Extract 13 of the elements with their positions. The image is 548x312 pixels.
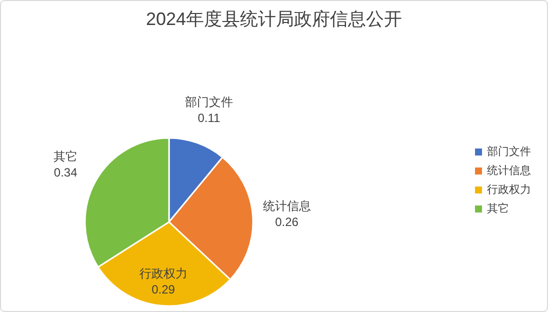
data-label: 0.34 — [54, 165, 78, 180]
legend-label: 部门文件 — [487, 144, 531, 158]
data-label: 0.29 — [152, 282, 176, 296]
slice-label: 部门文件 — [184, 95, 233, 110]
chart-title: 2024年度县统计局政府信息公开 — [146, 8, 402, 29]
legend-label: 行政权力 — [487, 182, 531, 196]
data-label: 0.11 — [198, 111, 221, 126]
legend-label: 其它 — [487, 202, 509, 215]
data-label: 0.26 — [275, 214, 299, 229]
legend-label: 统计信息 — [487, 164, 531, 177]
slice-label: 行政权力 — [139, 266, 188, 280]
slice-label: 其它 — [54, 149, 78, 164]
slice-label: 统计信息 — [262, 198, 311, 213]
